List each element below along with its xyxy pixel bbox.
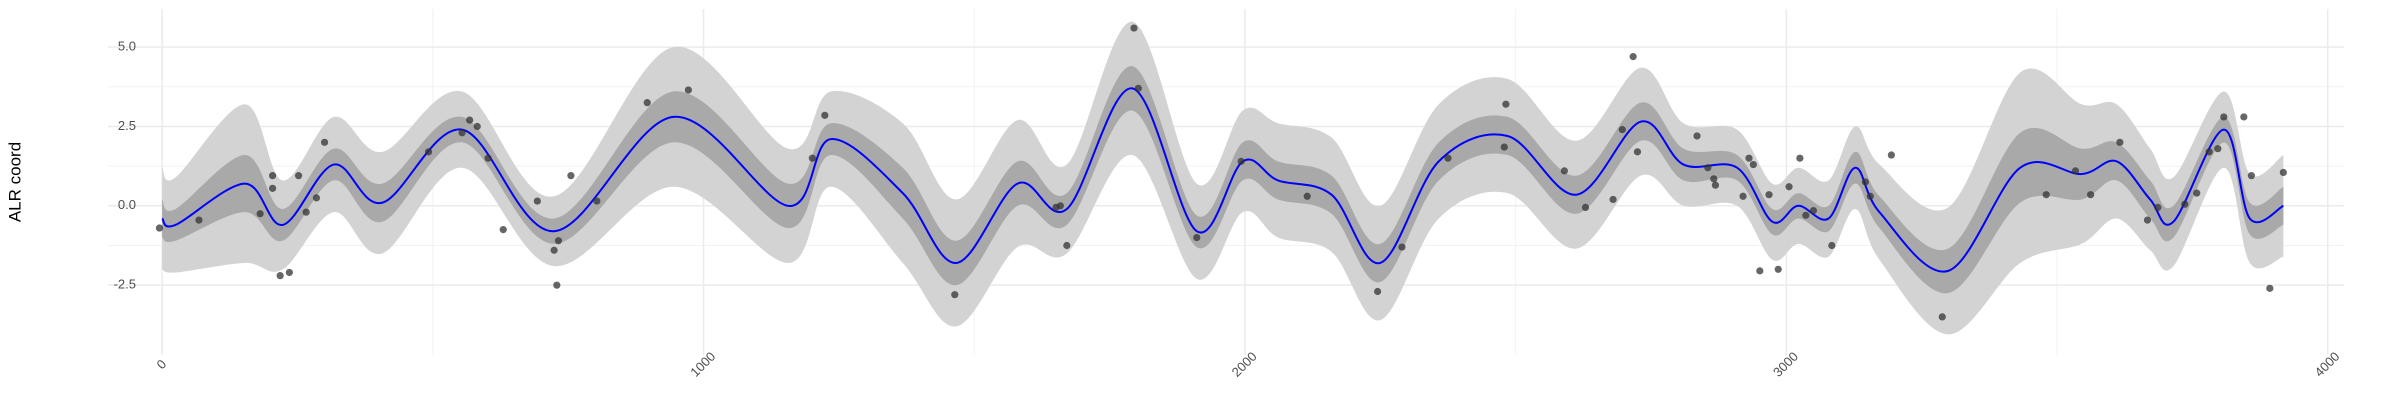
data-point: [1130, 24, 1138, 32]
y-tick-label: -2.5: [114, 277, 136, 292]
data-point: [2266, 284, 2274, 292]
data-point: [553, 281, 561, 289]
data-point: [2247, 172, 2256, 180]
data-point: [2087, 191, 2095, 199]
data-point: [643, 99, 651, 107]
data-point: [1774, 265, 1782, 273]
data-point: [2042, 191, 2050, 199]
data-point: [1444, 154, 1452, 162]
data-point: [1373, 287, 1382, 296]
data-point: [473, 122, 481, 131]
data-point: [1938, 313, 1946, 321]
data-point: [1749, 160, 1757, 169]
data-point: [2220, 113, 2228, 121]
data-point: [821, 111, 829, 119]
data-point: [593, 197, 601, 205]
credible-band-95: [162, 21, 2284, 335]
data-point: [499, 226, 507, 234]
data-point: [312, 194, 321, 202]
x-tick-label: 1000: [687, 349, 718, 380]
data-point: [155, 224, 164, 232]
data-point: [1861, 178, 1869, 186]
data-point: [2205, 148, 2213, 156]
data-point: [1500, 143, 1508, 151]
y-tick-label: 0.0: [118, 197, 136, 212]
data-point: [1303, 192, 1311, 200]
data-point: [951, 291, 959, 299]
x-tick-label: 0: [154, 356, 170, 372]
data-point: [268, 184, 277, 192]
data-point: [1063, 241, 1071, 250]
data-point: [2181, 200, 2189, 208]
data-point: [1237, 157, 1245, 165]
data-point: [808, 154, 816, 162]
data-point: [1609, 195, 1617, 204]
data-point: [1828, 241, 1836, 250]
x-tick-label: 3000: [1770, 349, 1801, 380]
data-point: [268, 172, 277, 180]
data-point: [1739, 192, 1747, 200]
x-tick-label: 2000: [1229, 349, 1260, 380]
data-point: [1866, 192, 1874, 200]
data-point: [550, 246, 558, 254]
data-point: [1618, 126, 1626, 134]
data-point: [458, 129, 466, 137]
data-point: [1633, 148, 1642, 156]
data-point: [1796, 154, 1804, 162]
data-point: [285, 268, 293, 277]
data-point: [2116, 138, 2124, 146]
credible-band-50: [162, 66, 2284, 294]
data-point: [1887, 151, 1895, 159]
data-point: [1710, 175, 1718, 183]
data-point: [195, 216, 203, 224]
data-point: [466, 116, 474, 124]
y-tick-label: 2.5: [118, 118, 136, 133]
data-point: [1693, 132, 1701, 140]
data-point: [1134, 84, 1142, 92]
data-point: [1765, 191, 1773, 199]
y-axis-title: ALR coord: [5, 142, 24, 222]
data-point: [1502, 100, 1510, 108]
data-point: [2279, 168, 2287, 177]
data-point: [424, 148, 433, 156]
data-point: [256, 210, 264, 218]
data-point: [1756, 267, 1764, 275]
data-point: [1802, 211, 1810, 219]
data-point: [554, 237, 563, 245]
data-point: [2214, 145, 2222, 153]
data-point: [567, 172, 575, 180]
data-point: [1711, 181, 1720, 189]
data-point: [2143, 216, 2152, 224]
data-point: [294, 172, 303, 180]
data-point: [1560, 167, 1568, 175]
mean-line: [161, 87, 2284, 273]
data-point: [2193, 189, 2201, 197]
data-point: [533, 197, 541, 205]
data-point: [2154, 203, 2162, 211]
data-point: [1398, 243, 1406, 251]
data-point: [302, 208, 310, 216]
data-point: [1785, 183, 1793, 191]
data-point: [1581, 203, 1590, 211]
data-point: [1056, 202, 1064, 210]
data-point: [320, 138, 329, 146]
data-point: [1745, 154, 1753, 162]
data-point: [484, 154, 492, 162]
data-point: [1193, 233, 1201, 242]
data-point: [2240, 113, 2248, 121]
data-point: [1704, 164, 1712, 172]
data-point: [1809, 206, 1818, 215]
data-point: [1629, 53, 1637, 61]
data-point: [276, 272, 284, 280]
data-point: [684, 86, 692, 94]
data-point: [2071, 167, 2080, 175]
y-tick-label: 5.0: [118, 39, 136, 54]
x-tick-label: 4000: [2311, 349, 2342, 380]
